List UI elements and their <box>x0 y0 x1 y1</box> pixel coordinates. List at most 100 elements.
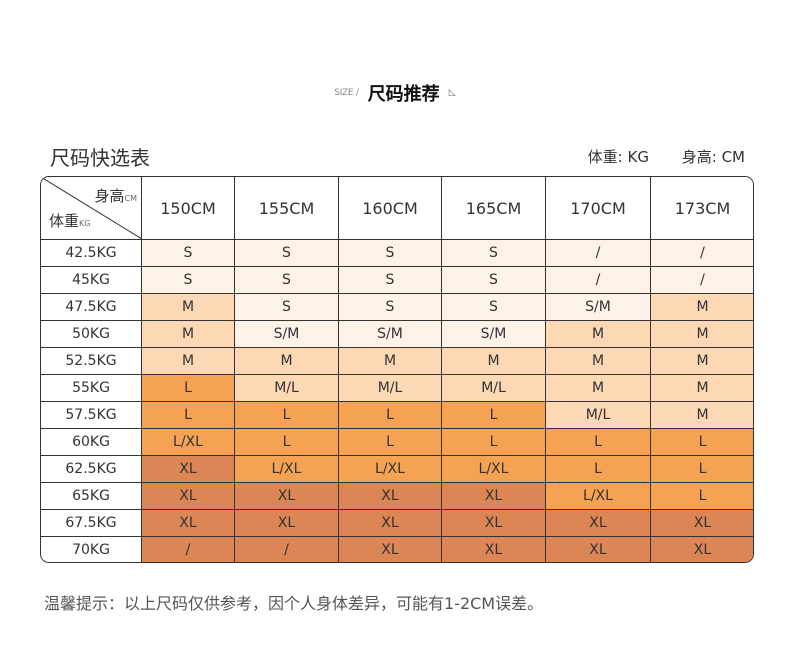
section-title: 尺码推荐 <box>367 84 440 105</box>
size-cell: XL <box>441 509 546 537</box>
size-cell: XL <box>441 536 546 562</box>
size-cell: S <box>441 239 546 267</box>
size-cell: S <box>338 239 442 267</box>
size-cell: S <box>441 293 546 321</box>
weight-cell: 65KG <box>41 482 142 510</box>
size-cell: M <box>650 320 753 348</box>
size-cell: M <box>234 347 339 375</box>
size-cell: L <box>441 428 546 456</box>
column-header: 165CM <box>441 177 546 240</box>
size-label: SIZE / <box>334 88 359 98</box>
size-cell: / <box>141 536 235 562</box>
size-cell: S <box>141 266 235 294</box>
size-cell: S <box>234 293 339 321</box>
size-cell: L <box>650 428 753 456</box>
table-row: 47.5KG M S S S S/M M <box>41 293 753 321</box>
size-cell: M <box>338 347 442 375</box>
table-row: 70KG / / XL XL XL XL <box>41 536 753 562</box>
column-header: 173CM <box>650 177 753 240</box>
size-cell: M <box>545 374 651 402</box>
size-cell: S/M <box>441 320 546 348</box>
height-label: 身高 <box>94 187 125 205</box>
weight-cell: 42.5KG <box>41 239 142 267</box>
size-cell: / <box>545 239 651 267</box>
size-cell: XL <box>234 509 339 537</box>
column-header: 160CM <box>338 177 442 240</box>
size-cell: XL <box>141 509 235 537</box>
size-cell: S <box>338 293 442 321</box>
size-cell: XL <box>441 482 546 510</box>
table-row: 62.5KG XL L/XL L/XL L/XL L L <box>41 455 753 483</box>
column-header: 155CM <box>234 177 339 240</box>
size-cell: S/M <box>545 293 651 321</box>
size-cell: M <box>545 320 651 348</box>
table-row: 57.5KG L L L L M/L M <box>41 401 753 429</box>
size-cell: / <box>650 239 753 267</box>
table-row: 45KG S S S S / / <box>41 266 753 294</box>
size-cell: M <box>650 347 753 375</box>
corner-header: 身高CM 体重KG <box>41 177 142 240</box>
size-cell: L/XL <box>234 455 339 483</box>
size-cell: S <box>234 239 339 267</box>
table-row: 55KG L M/L M/L M/L M M <box>41 374 753 402</box>
weight-label: 体重 <box>49 212 80 230</box>
table-row: 65KG XL XL XL XL L/XL L <box>41 482 753 510</box>
weight-cell: 55KG <box>41 374 142 402</box>
size-cell: L <box>338 401 442 429</box>
weight-unit-small: KG <box>79 219 91 228</box>
column-header: 150CM <box>141 177 235 240</box>
size-table: 身高CM 体重KG 150CM 155CM 160CM 165CM 170CM 173CM… <box>40 176 754 563</box>
weight-cell: 52.5KG <box>41 347 142 375</box>
cursor-icon: ◺ <box>448 88 456 98</box>
height-unit: 身高: CM <box>681 148 745 166</box>
section-header: SIZE / 尺码推荐 ◺ <box>0 80 790 106</box>
size-cell: M <box>545 347 651 375</box>
size-cell: M <box>441 347 546 375</box>
height-unit-small: CM <box>124 194 138 203</box>
size-cell: XL <box>338 509 442 537</box>
size-cell: / <box>545 266 651 294</box>
size-cell: M <box>650 374 753 402</box>
size-cell: M <box>141 347 235 375</box>
size-cell: L <box>441 401 546 429</box>
quick-chart-title: 尺码快选表 <box>50 146 150 170</box>
size-cell: / <box>650 266 753 294</box>
table-row: 60KG L/XL L L L L L <box>41 428 753 456</box>
size-cell: XL <box>545 509 651 537</box>
size-cell: L/XL <box>141 428 235 456</box>
weight-cell: 67.5KG <box>41 509 142 537</box>
size-cell: L <box>650 455 753 483</box>
column-header: 170CM <box>545 177 651 240</box>
size-cell: S <box>338 266 442 294</box>
weight-cell: 45KG <box>41 266 142 294</box>
weight-cell: 50KG <box>41 320 142 348</box>
size-cell: L/XL <box>545 482 651 510</box>
size-cell: L <box>234 428 339 456</box>
table-row: 67.5KG XL XL XL XL XL XL <box>41 509 753 537</box>
size-cell: XL <box>545 536 651 562</box>
size-cell: XL <box>141 482 235 510</box>
size-cell: XL <box>338 536 442 562</box>
size-cell: XL <box>141 455 235 483</box>
size-cell: XL <box>650 509 753 537</box>
size-cell: S <box>141 239 235 267</box>
table-row: 50KG M S/M S/M S/M M M <box>41 320 753 348</box>
size-cell: M <box>650 293 753 321</box>
size-cell: S <box>441 266 546 294</box>
size-cell: L <box>545 455 651 483</box>
size-cell: / <box>234 536 339 562</box>
size-cell: M <box>141 320 235 348</box>
size-cell: S <box>234 266 339 294</box>
size-cell: L/XL <box>441 455 546 483</box>
size-cell: L <box>141 374 235 402</box>
size-cell: S/M <box>338 320 442 348</box>
weight-cell: 70KG <box>41 536 142 562</box>
size-cell: M <box>650 401 753 429</box>
size-cell: M <box>141 293 235 321</box>
size-cell: XL <box>234 482 339 510</box>
table-row: 42.5KG S S S S / / <box>41 239 753 267</box>
table-row: 52.5KG M M M M M M <box>41 347 753 375</box>
size-cell: S/M <box>234 320 339 348</box>
size-cell: M/L <box>338 374 442 402</box>
size-cell: L <box>234 401 339 429</box>
